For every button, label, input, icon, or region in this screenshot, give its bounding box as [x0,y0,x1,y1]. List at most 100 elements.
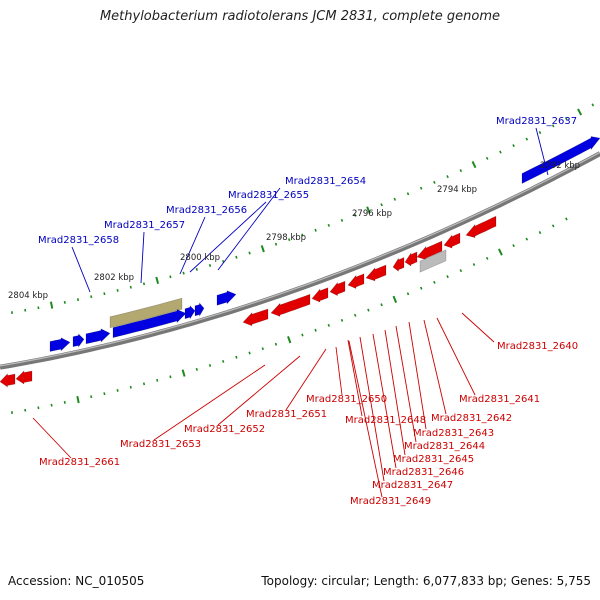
forward-gene-arrow[interactable] [85,328,111,345]
gene-label[interactable]: Mrad2831_2643 [413,428,494,439]
ruler-tick-lower [327,323,331,327]
ruler-tick-lower [512,244,515,248]
ruler-tick-upper [525,137,529,141]
reverse-gene-arrow[interactable] [270,293,311,317]
reverse-gene-arrow[interactable] [0,373,16,388]
ruler-tick-upper [116,289,119,292]
ruler-tick-upper [129,285,132,289]
forward-gene-arrow[interactable] [216,290,237,306]
gene-label[interactable]: Mrad2831_2637 [496,116,577,127]
gene-label[interactable]: Mrad2831_2653 [120,439,201,450]
ruler-tick-upper [591,103,595,107]
ruler-tick-upper [182,271,185,275]
forward-gene-arrow[interactable] [194,302,205,318]
ruler-tick-lower [497,248,503,256]
gene-label[interactable]: Mrad2831_2651 [246,409,327,420]
ruler-tick-lower [169,375,172,379]
reverse-gene-arrow[interactable] [465,215,497,238]
leader-line [285,348,327,411]
gene-label[interactable]: Mrad2831_2655 [228,190,309,201]
ruler-tick-upper [208,263,212,267]
gene-label[interactable]: Mrad2831_2652 [184,424,265,435]
highlighted-gene[interactable] [109,297,183,329]
reverse-gene-arrow[interactable] [416,240,443,260]
reverse-gene-arrow[interactable] [392,257,405,272]
gene-label[interactable]: Mrad2831_2661 [39,457,120,468]
ruler-tick-upper [433,180,436,184]
labels[interactable]: 2792 kbp 2794 kbp 2796 kbp 2798 kbp 2800 kbp… [8,116,580,507]
ruler-tick-upper [380,203,383,207]
forward-gene-arrow[interactable] [112,309,187,338]
ruler-tick-upper [274,242,278,246]
ruler-tick-upper [419,186,423,190]
gene-label[interactable]: Mrad2831_2642 [431,413,512,424]
reverse-gene-arrow[interactable] [311,287,329,303]
ruler-tick-lower [551,224,555,228]
ruler-tick-upper [538,131,542,135]
ruler-tick-lower [261,347,264,351]
gene-label[interactable]: Mrad2831_2649 [350,496,431,507]
ruler-tick-upper [195,267,198,271]
genome-title: Methylobacterium radiotolerans JCM 2831,… [99,9,501,24]
gene-label[interactable]: Mrad2831_2657 [104,220,185,231]
ruler-tick-upper [169,275,172,279]
leader-line [153,364,266,441]
ruler-tick-lower [90,395,93,399]
ruler-label: 2792 kbp [540,161,580,171]
ruler-tick-lower [222,359,225,363]
reverse-gene-arrow[interactable] [365,264,387,282]
ruler-tick-lower [419,286,423,290]
genome-backbone [0,151,600,370]
backbone-line [0,151,600,370]
leader-line [384,329,406,456]
reverse-gene-arrow[interactable] [347,273,365,289]
leader-line [32,417,72,459]
gene-label[interactable]: Mrad2831_2656 [166,205,247,216]
ruler-label: 2794 kbp [437,185,477,195]
gene-arrows[interactable] [0,136,600,388]
forward-gene-arrow[interactable] [49,337,71,352]
gene-label[interactable]: Mrad2831_2650 [306,394,387,405]
grey-gene[interactable] [419,249,447,273]
gene-label[interactable]: Mrad2831_2647 [372,480,453,491]
leader-line [347,339,363,417]
forward-gene-arrow[interactable] [184,305,196,320]
gene-label[interactable]: Mrad2831_2646 [383,467,464,478]
gene-label[interactable]: Mrad2831_2645 [393,454,474,465]
ruler-tick-lower [274,342,278,346]
forward-gene-arrow[interactable] [72,333,85,348]
ruler-tick-lower [406,292,410,296]
ruler-tick-upper [551,124,555,128]
gene-label[interactable]: Mrad2831_2658 [38,235,119,246]
reverse-gene-arrow[interactable] [329,280,346,297]
gene-label[interactable]: Mrad2831_2654 [285,176,366,187]
ruler-tick-lower [353,313,357,317]
ruler-tick-upper [512,144,515,148]
gene-label[interactable]: Mrad2831_2640 [497,341,578,352]
ruler-tick-upper [446,175,449,179]
ruler-label: 2800 kbp [180,253,220,263]
reverse-gene-arrow[interactable] [443,232,461,249]
ruler-tick-lower [538,231,542,235]
reverse-gene-arrow[interactable] [404,251,418,267]
ruler-tick-lower [208,363,212,367]
ruler-tick-lower [485,256,489,260]
leader-line [217,187,281,271]
gene-label[interactable]: Mrad2831_2641 [459,394,540,405]
gene-label[interactable]: Mrad2831_2648 [345,415,426,426]
leader-line [217,355,301,426]
gene-label[interactable]: Mrad2831_2644 [404,441,485,452]
leader-line [395,325,417,443]
ruler-label: 2804 kbp [8,291,48,301]
forward-gene-arrow[interactable] [521,136,600,184]
reverse-gene-arrow[interactable] [242,308,269,327]
ruler-tick-upper [565,117,568,121]
label-leader-lines [32,127,549,498]
ruler-tick-upper [485,156,489,160]
ruler-label: 2798 kbp [266,233,306,243]
ruler-tick-lower [76,395,80,404]
backbone-highlight [0,151,600,367]
reverse-gene-arrow[interactable] [15,370,33,385]
ruler-tick-lower [459,269,463,273]
